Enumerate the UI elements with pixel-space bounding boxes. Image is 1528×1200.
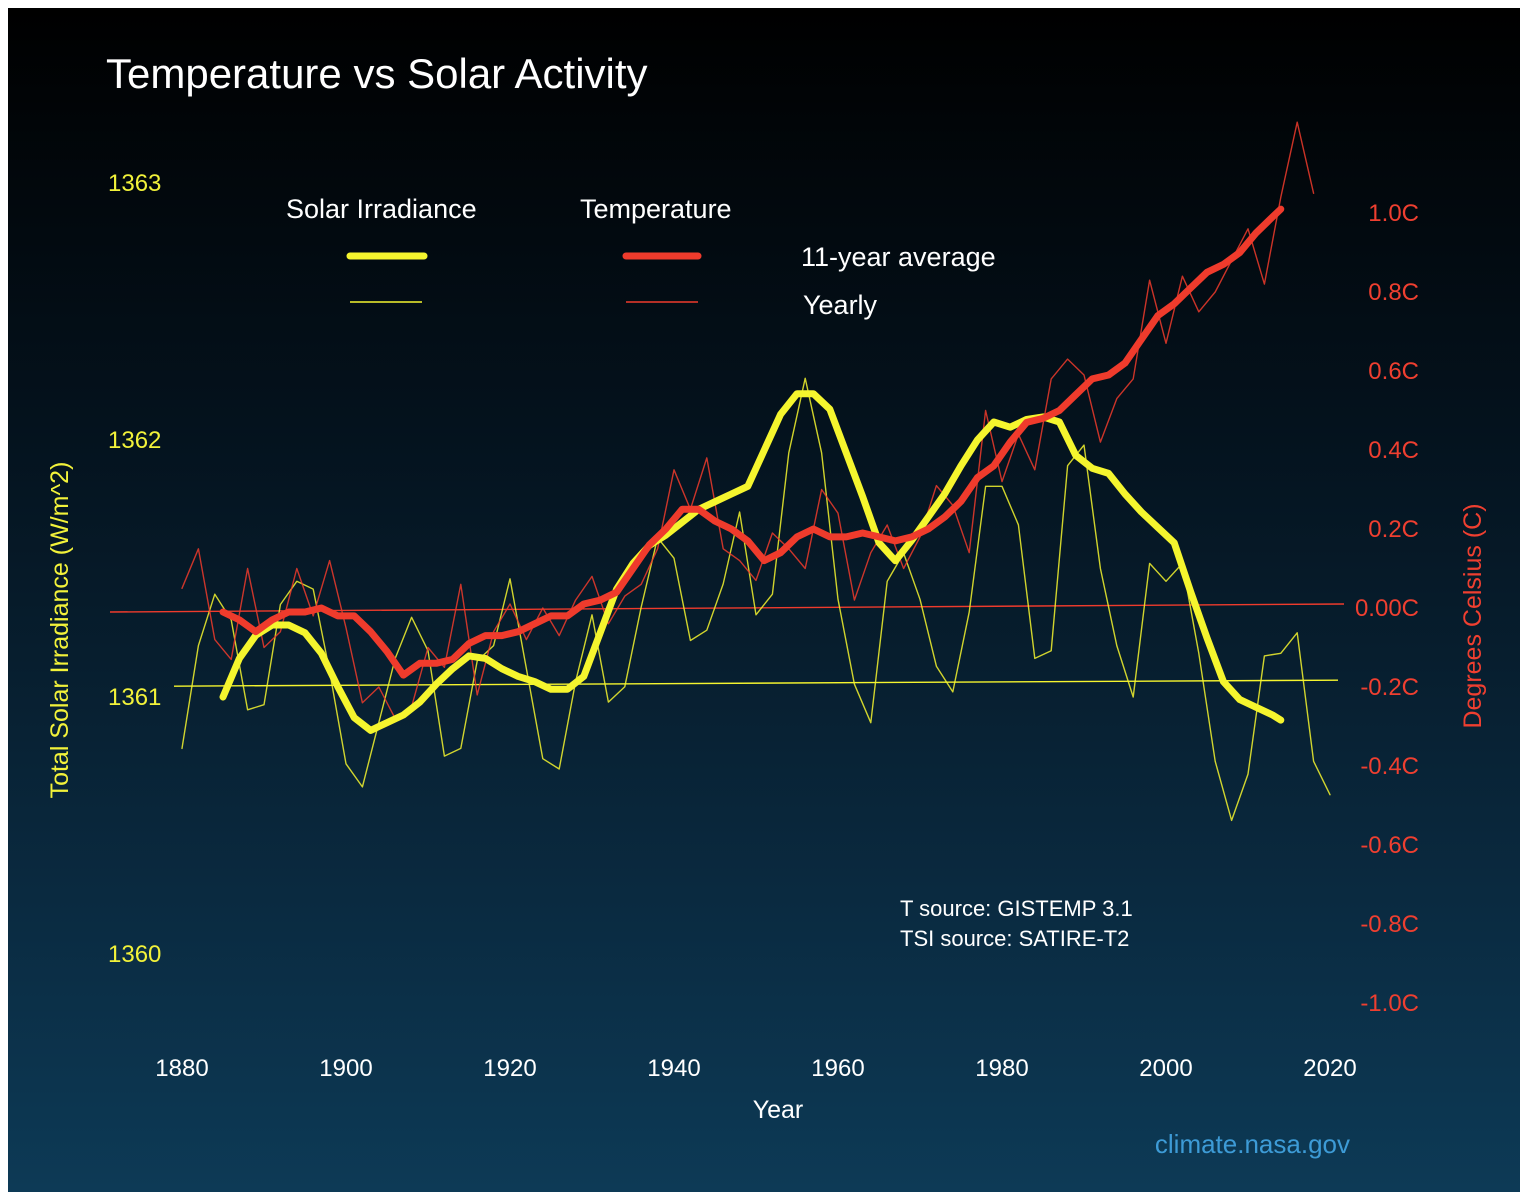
chart-frame: Temperature vs Solar Activity 1880 1900 19… bbox=[8, 8, 1520, 1192]
x-tick-label: 1980 bbox=[975, 1055, 1028, 1082]
credit-text: climate.nasa.gov bbox=[1155, 1129, 1350, 1159]
solar-yearly-line bbox=[181, 377, 1331, 822]
legend-row-yearly: Yearly bbox=[803, 290, 878, 320]
x-axis-ticks: 1880 1900 1920 1940 1960 1980 2000 2020 bbox=[155, 1055, 1356, 1082]
right-axis-ticks: 1.0C 0.8C 0.6C 0.4C 0.2C 0.00C -0.2C -0.4C -0.6C… bbox=[1355, 200, 1419, 1017]
x-tick-label: 1960 bbox=[811, 1055, 864, 1082]
x-tick-label: 1880 bbox=[155, 1055, 208, 1082]
left-tick-label: 1361 bbox=[108, 684, 161, 711]
right-tick-label: -0.8C bbox=[1360, 911, 1419, 938]
right-tick-label: 1.0C bbox=[1368, 200, 1419, 227]
left-tick-label: 1362 bbox=[108, 427, 161, 454]
left-axis-label: Total Solar Irradiance (W/m^2) bbox=[46, 462, 74, 799]
x-tick-label: 1900 bbox=[319, 1055, 372, 1082]
right-tick-label: 0.6C bbox=[1368, 358, 1419, 385]
legend-group-solar: Solar Irradiance bbox=[286, 194, 477, 224]
source-temperature: T source: GISTEMP 3.1 bbox=[900, 896, 1133, 921]
left-tick-label: 1360 bbox=[108, 941, 161, 968]
x-tick-label: 2020 bbox=[1303, 1055, 1356, 1082]
x-tick-label: 1920 bbox=[483, 1055, 536, 1082]
x-tick-label: 1940 bbox=[647, 1055, 700, 1082]
solar-average-line bbox=[219, 390, 1285, 734]
right-tick-label: 0.4C bbox=[1368, 437, 1419, 464]
left-axis-ticks: 1363 1362 1361 1360 bbox=[108, 170, 161, 968]
tsi-reference-line bbox=[173, 679, 1339, 687]
temperature-yearly-line bbox=[181, 121, 1315, 720]
temperature-average-line bbox=[219, 205, 1285, 679]
chart-title: Temperature vs Solar Activity bbox=[106, 50, 648, 97]
right-tick-label: -0.6C bbox=[1360, 832, 1419, 859]
chart-canvas: Temperature vs Solar Activity 1880 1900 19… bbox=[46, 50, 1487, 1159]
source-notes: T source: GISTEMP 3.1 TSI source: SATIRE… bbox=[900, 896, 1133, 951]
right-tick-label: -0.2C bbox=[1360, 674, 1419, 701]
right-tick-label: -0.4C bbox=[1360, 753, 1419, 780]
source-tsi: TSI source: SATIRE-T2 bbox=[900, 926, 1129, 951]
right-tick-label: 0.2C bbox=[1368, 516, 1419, 543]
legend-group-temperature: Temperature bbox=[580, 194, 732, 224]
right-tick-label: 0.8C bbox=[1368, 279, 1419, 306]
x-tick-label: 2000 bbox=[1139, 1055, 1192, 1082]
right-axis-label: Degrees Celsius (C) bbox=[1459, 503, 1487, 728]
legend: Solar Irradiance Temperature 11-year ave… bbox=[286, 194, 996, 320]
right-tick-label: -1.0C bbox=[1360, 990, 1419, 1017]
series-layer bbox=[181, 121, 1331, 822]
left-tick-label: 1363 bbox=[108, 170, 161, 197]
legend-row-average: 11-year average bbox=[801, 242, 996, 272]
reference-lines bbox=[109, 603, 1345, 687]
x-axis-label: Year bbox=[753, 1096, 804, 1124]
right-tick-label: 0.00C bbox=[1355, 595, 1419, 622]
